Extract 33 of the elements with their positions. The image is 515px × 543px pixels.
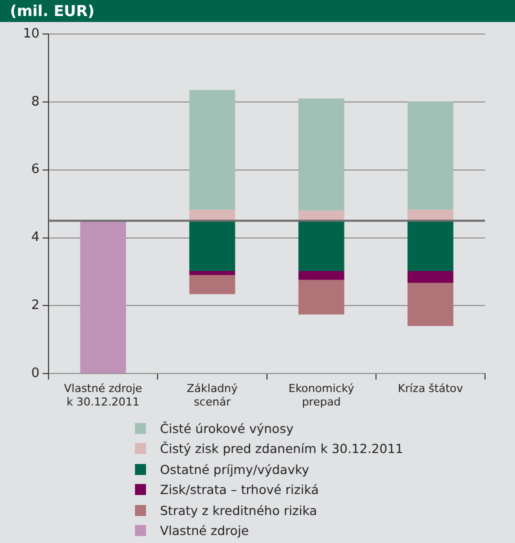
legend-label: Straty z kreditného rizika (160, 502, 318, 518)
bar (189, 271, 236, 276)
x-tick-label: Ekonomický prepad (288, 382, 355, 408)
legend-label: Ostatné príjmy/výdavky (160, 462, 310, 477)
x-tick-label: Kríza štátov (398, 382, 464, 396)
legend-label: Vlastné zdroje (160, 523, 249, 538)
legend-label: Čisté úrokové výnosy (160, 420, 294, 436)
y-tick-label: 4 (31, 230, 40, 246)
bar (189, 275, 236, 294)
x-tick-label: Vlastné zdroje k 30.12.2011 (64, 382, 142, 408)
y-tick-label: 0 (31, 366, 40, 381)
y-tick-label: 2 (31, 298, 40, 314)
x-tick-label: Základný scenár (186, 382, 238, 408)
chart-title: (mil. EUR) (0, 0, 515, 22)
y-tick-label: 8 (31, 94, 40, 110)
bar (298, 210, 344, 221)
bar (189, 90, 236, 210)
y-tick-label: 6 (31, 162, 40, 178)
y-tick-label: 10 (22, 26, 40, 42)
bar (408, 220, 454, 272)
legend-label: Čistý zisk pred zdanením k 30.12.2011 (160, 441, 404, 456)
bar (408, 271, 454, 283)
bar (298, 271, 344, 280)
bar (298, 280, 344, 315)
bar (408, 102, 454, 210)
legend-label: Zisk/strata – trhové riziká (160, 482, 319, 498)
bar (408, 282, 454, 326)
bar (298, 98, 344, 211)
bar (408, 210, 454, 221)
bar (298, 220, 344, 272)
bar (189, 220, 236, 272)
bar (80, 220, 126, 374)
bar (189, 210, 236, 221)
